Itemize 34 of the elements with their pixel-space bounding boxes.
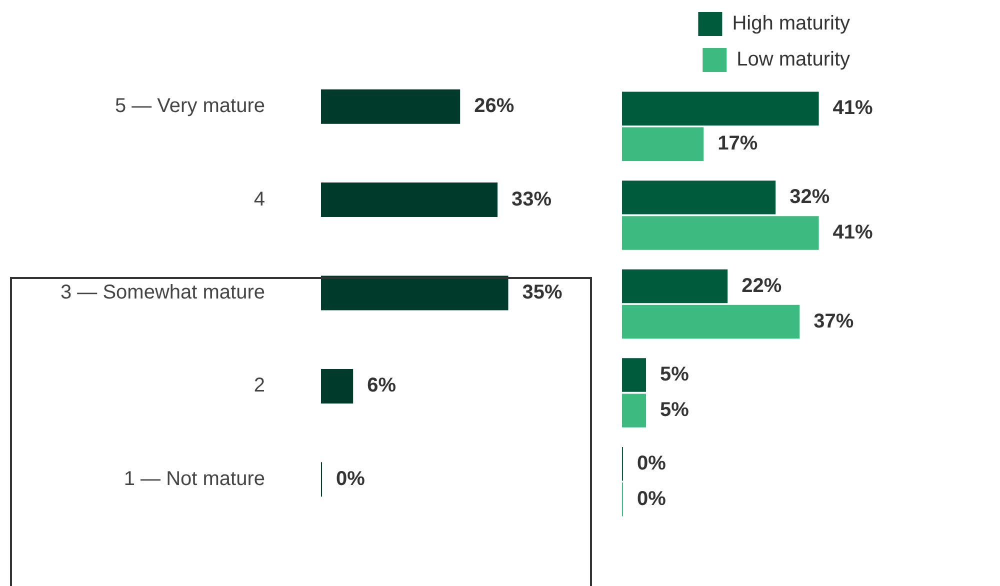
bar <box>321 89 460 124</box>
data-label: 35% <box>522 282 562 304</box>
y-tick-label: 5 — Very mature <box>114 95 265 118</box>
data-label: 41% <box>832 221 874 244</box>
bar <box>321 276 508 310</box>
data-label: 0% <box>336 468 366 490</box>
data-label: 6% <box>367 374 396 397</box>
bar <box>622 92 819 126</box>
data-label: 17% <box>718 132 758 155</box>
data-label: 0% <box>637 452 666 474</box>
bar <box>622 394 646 428</box>
data-label: 22% <box>742 274 782 297</box>
data-label: 33% <box>512 188 552 210</box>
bar <box>321 368 354 404</box>
bar <box>622 358 646 392</box>
data-label: 5% <box>660 364 690 386</box>
bar <box>622 216 819 250</box>
bar <box>622 269 728 304</box>
bar <box>622 127 704 162</box>
y-tick-label: 3 — Somewhat mature <box>60 282 265 304</box>
bar <box>622 180 776 214</box>
data-label: 41% <box>832 97 874 120</box>
data-label: 37% <box>814 310 854 332</box>
legend-label: High maturity <box>732 12 850 35</box>
data-label: 0% <box>637 488 666 510</box>
y-tick-label: 4 <box>254 188 265 210</box>
y-tick-label: 2 <box>254 374 265 397</box>
bar <box>321 182 498 218</box>
bar <box>622 304 800 339</box>
data-label: 5% <box>660 399 690 422</box>
legend-label: Low maturity <box>736 48 850 71</box>
data-label: 32% <box>790 186 830 208</box>
data-label: 26% <box>474 95 514 118</box>
y-tick-label: 1 — Not mature <box>124 468 265 490</box>
